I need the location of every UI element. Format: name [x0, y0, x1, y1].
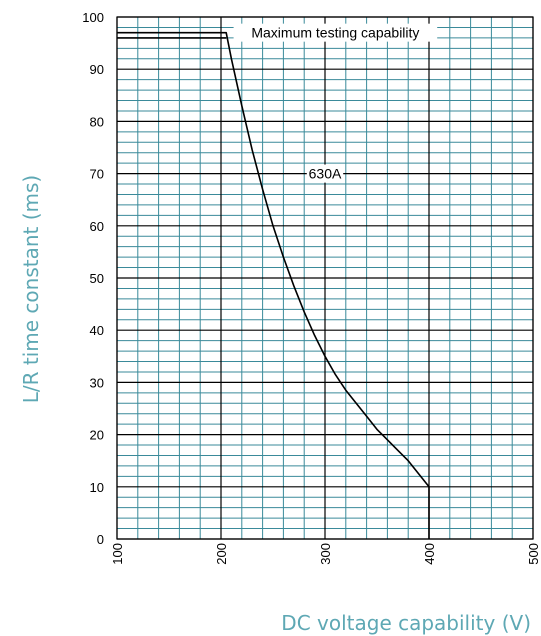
x-tick-label: 300	[318, 543, 333, 565]
y-tick-label: 80	[90, 114, 104, 129]
x-axis-label: DC voltage capability (V)	[281, 611, 531, 635]
annotation-630a: 630A	[309, 166, 342, 182]
y-tick-label: 20	[90, 428, 104, 443]
x-tick-label: 500	[526, 543, 541, 565]
y-tick-label: 40	[90, 323, 104, 338]
series-layer	[117, 31, 430, 539]
x-tick-label: 400	[422, 543, 437, 565]
y-tick-label: 10	[90, 480, 104, 495]
x-tick-label: 100	[110, 543, 125, 565]
tick-layer: 100 200 300 400 500 0 10 20 30 40 50 60 70 80 90 100	[82, 10, 541, 565]
y-tick-label: 60	[90, 219, 104, 234]
series-line-630a	[117, 31, 430, 539]
x-tick-label: 200	[214, 543, 229, 565]
y-tick-label: 70	[90, 167, 104, 182]
y-tick-label: 0	[97, 532, 104, 547]
plot-frame	[116, 16, 534, 540]
y-tick-label: 50	[90, 271, 104, 286]
major-grid	[116, 16, 534, 540]
annotation-max-testing: Maximum testing capability	[251, 25, 419, 41]
annotation-background	[306, 164, 344, 183]
y-tick-label: 90	[90, 62, 104, 77]
annotation-layer: Maximum testing capability 630A	[233, 23, 438, 183]
y-tick-label: 100	[82, 10, 104, 25]
y-tick-label: 30	[90, 375, 104, 390]
annotation-background	[233, 23, 438, 42]
y-axis-label: L/R time constant (ms)	[19, 175, 43, 404]
